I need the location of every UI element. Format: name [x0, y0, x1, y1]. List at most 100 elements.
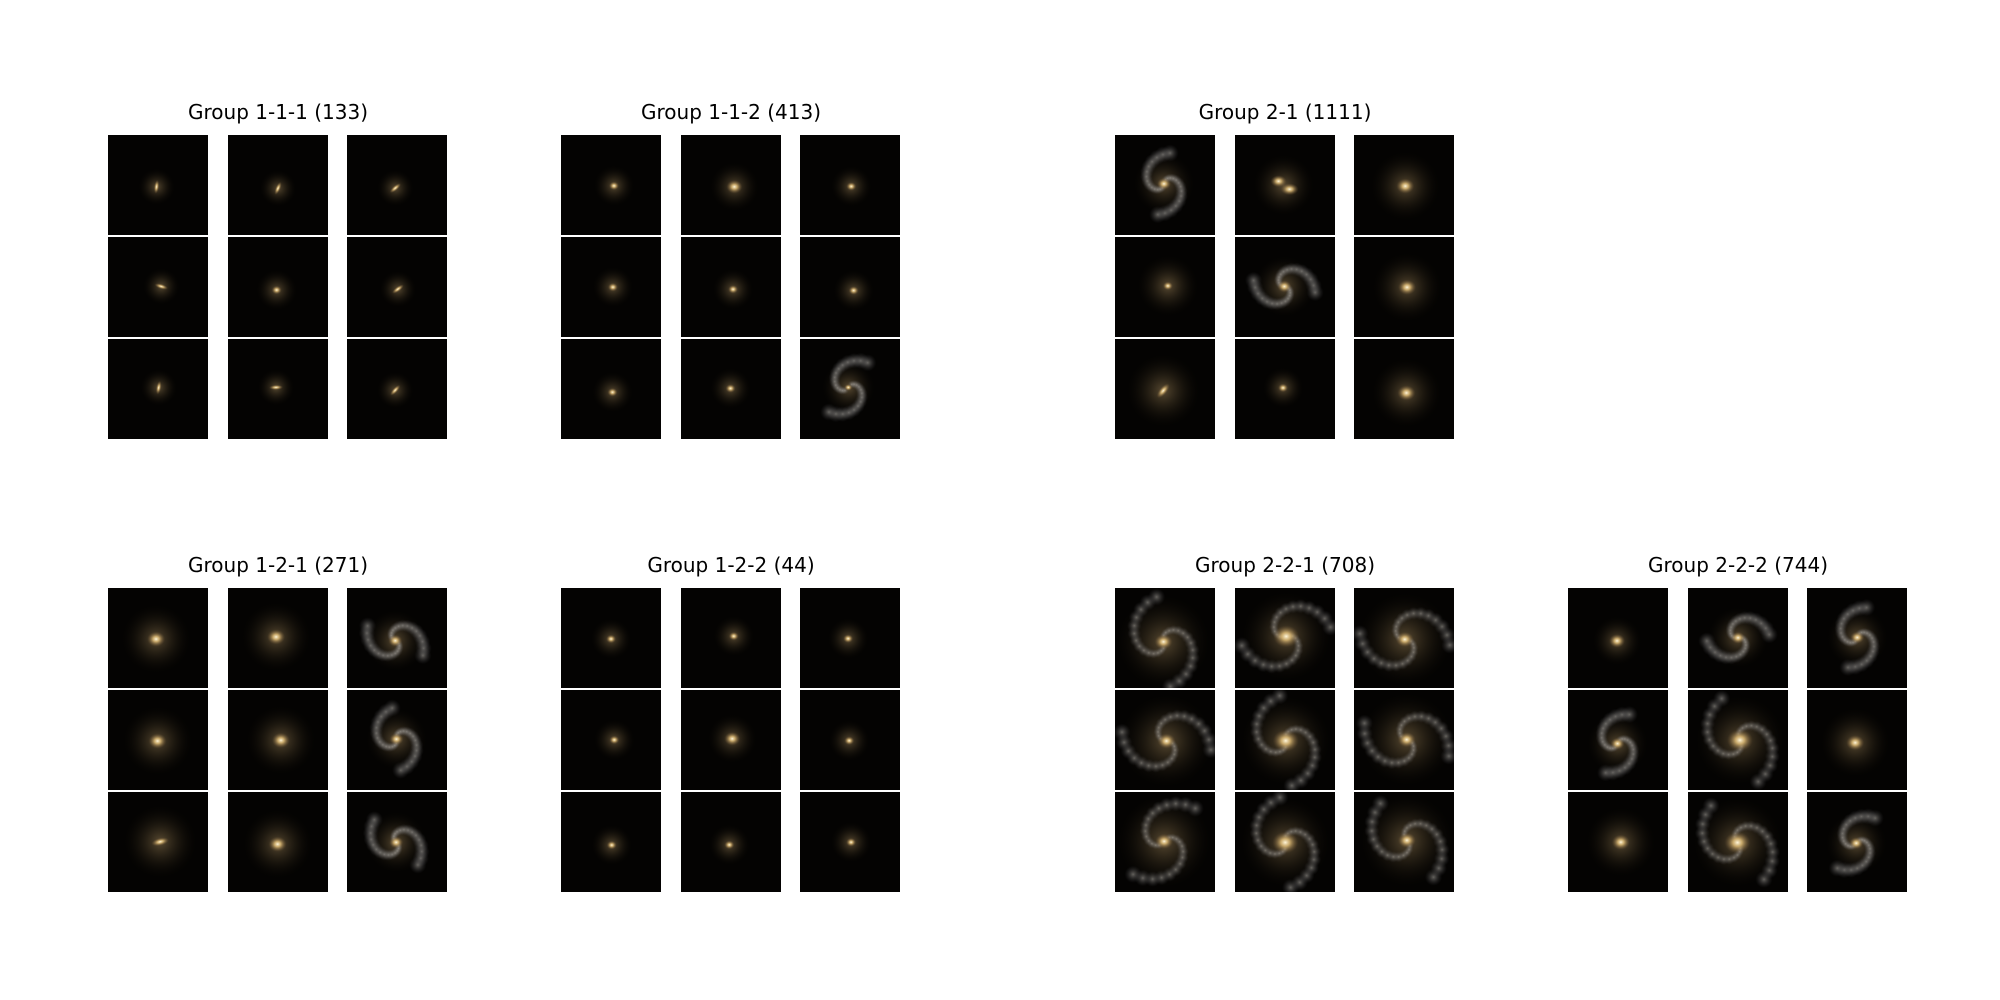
galaxy-thumbnail — [1235, 690, 1335, 790]
galaxy-thumbnail — [561, 690, 661, 790]
thumbnail-grid — [108, 135, 448, 440]
galaxy-thumbnail — [1807, 690, 1907, 790]
galaxy-image — [561, 588, 661, 688]
galaxy-image — [347, 792, 447, 892]
galaxy-image — [1568, 690, 1668, 790]
galaxy-thumbnail — [1354, 588, 1454, 688]
group-title: Group 1-1-1 (133) — [188, 100, 368, 124]
galaxy-image — [347, 690, 447, 790]
galaxy-thumbnail — [1807, 792, 1907, 892]
galaxy-image — [1354, 339, 1454, 439]
galaxy-thumbnail — [800, 237, 900, 337]
galaxy-thumbnail — [681, 690, 781, 790]
galaxy-image — [228, 588, 328, 688]
galaxy-image — [561, 339, 661, 439]
galaxy-thumbnail — [800, 135, 900, 235]
galaxy-thumbnail — [108, 135, 208, 235]
galaxy-image — [228, 135, 328, 235]
galaxy-image — [800, 690, 900, 790]
galaxy-image — [347, 135, 447, 235]
galaxy-thumbnail — [681, 237, 781, 337]
galaxy-thumbnail — [1235, 588, 1335, 688]
galaxy-image — [108, 237, 208, 337]
galaxy-image — [1688, 792, 1788, 892]
galaxy-image — [561, 135, 661, 235]
galaxy-image — [1807, 690, 1907, 790]
galaxy-thumbnail — [228, 237, 328, 337]
galaxy-image — [800, 588, 900, 688]
galaxy-thumbnail — [1235, 792, 1335, 892]
group-title: Group 1-2-1 (271) — [188, 553, 368, 577]
galaxy-thumbnail — [1115, 237, 1215, 337]
thumbnail-grid — [108, 588, 448, 893]
galaxy-thumbnail — [1568, 792, 1668, 892]
galaxy-image — [1354, 690, 1454, 790]
galaxy-thumbnail — [1235, 237, 1335, 337]
galaxy-thumbnail — [347, 339, 447, 439]
galaxy-image — [1235, 237, 1335, 337]
thumbnail-grid — [1115, 135, 1455, 440]
galaxy-thumbnail — [108, 792, 208, 892]
galaxy-image — [1235, 135, 1335, 235]
galaxy-thumbnail — [1688, 690, 1788, 790]
galaxy-image — [681, 792, 781, 892]
thumbnail-grid — [561, 588, 901, 893]
galaxy-thumbnail — [1807, 588, 1907, 688]
galaxy-thumbnail — [1115, 588, 1215, 688]
galaxy-thumbnail — [347, 588, 447, 688]
group-title: Group 2-1 (1111) — [1198, 100, 1372, 124]
galaxy-image — [681, 237, 781, 337]
galaxy-image — [108, 792, 208, 892]
galaxy-thumbnail — [1688, 792, 1788, 892]
galaxy-image — [228, 792, 328, 892]
galaxy-thumbnail — [1354, 237, 1454, 337]
galaxy-thumbnail — [561, 135, 661, 235]
galaxy-image — [1115, 135, 1215, 235]
galaxy-image — [228, 339, 328, 439]
galaxy-image — [1115, 588, 1215, 688]
galaxy-thumbnail — [1115, 339, 1215, 439]
galaxy-thumbnail — [800, 588, 900, 688]
galaxy-thumbnail — [1568, 690, 1668, 790]
galaxy-image — [800, 339, 900, 439]
galaxy-thumbnail — [347, 792, 447, 892]
galaxy-image — [561, 237, 661, 337]
galaxy-image — [1807, 588, 1907, 688]
galaxy-image — [1235, 690, 1335, 790]
galaxy-image — [800, 792, 900, 892]
galaxy-thumbnail — [1235, 135, 1335, 235]
galaxy-image — [108, 588, 208, 688]
galaxy-image — [1568, 588, 1668, 688]
thumbnail-grid — [1115, 588, 1455, 893]
galaxy-thumbnail — [1354, 339, 1454, 439]
galaxy-image — [681, 588, 781, 688]
galaxy-image — [347, 588, 447, 688]
galaxy-image — [1354, 792, 1454, 892]
galaxy-thumbnail — [681, 792, 781, 892]
galaxy-image — [1568, 792, 1668, 892]
galaxy-image — [108, 690, 208, 790]
group-title: Group 1-1-2 (413) — [641, 100, 821, 124]
group-title: Group 2-2-1 (708) — [1195, 553, 1375, 577]
galaxy-image — [1115, 690, 1215, 790]
galaxy-thumbnail — [228, 690, 328, 790]
galaxy-image — [1235, 588, 1335, 688]
galaxy-thumbnail — [1235, 339, 1335, 439]
galaxy-image — [347, 339, 447, 439]
galaxy-image — [681, 339, 781, 439]
galaxy-image — [1354, 588, 1454, 688]
galaxy-thumbnail — [561, 792, 661, 892]
galaxy-thumbnail — [108, 690, 208, 790]
galaxy-image — [1235, 339, 1335, 439]
galaxy-thumbnail — [108, 588, 208, 688]
thumbnail-grid — [1568, 588, 1908, 893]
galaxy-image — [228, 237, 328, 337]
galaxy-thumbnail — [1115, 135, 1215, 235]
galaxy-thumbnail — [1354, 690, 1454, 790]
galaxy-image — [1235, 792, 1335, 892]
galaxy-thumbnail — [1688, 588, 1788, 688]
galaxy-thumbnail — [347, 135, 447, 235]
galaxy-image — [1688, 588, 1788, 688]
galaxy-image — [800, 135, 900, 235]
galaxy-image — [108, 339, 208, 439]
